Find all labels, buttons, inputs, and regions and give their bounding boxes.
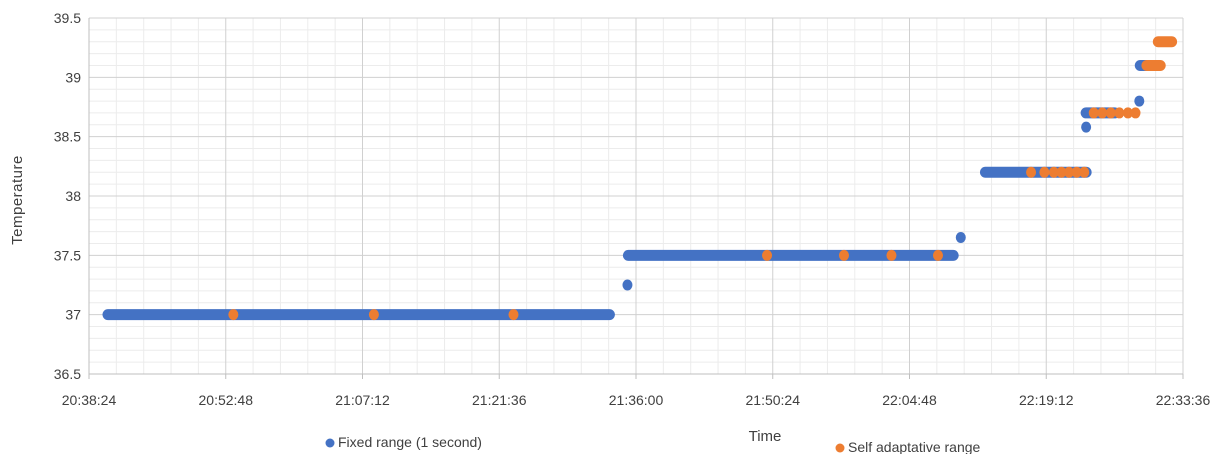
y-tick-label: 38.5 bbox=[54, 129, 81, 145]
data-point bbox=[886, 249, 897, 261]
series-layer bbox=[102, 36, 1178, 321]
y-tick-label: 39 bbox=[65, 69, 81, 85]
x-tick-label: 21:36:00 bbox=[609, 392, 664, 408]
legend-marker bbox=[325, 438, 335, 448]
series-self-adaptative bbox=[228, 36, 1178, 321]
data-point bbox=[1039, 166, 1050, 178]
data-point bbox=[1088, 107, 1099, 119]
data-point bbox=[228, 309, 239, 321]
data-point bbox=[1081, 121, 1092, 133]
x-tick-label: 20:52:48 bbox=[199, 392, 254, 408]
x-tick-label: 20:38:24 bbox=[62, 392, 117, 408]
data-point bbox=[1134, 95, 1145, 107]
data-point bbox=[1056, 166, 1067, 178]
legend: Fixed range (1 second) Self adaptative ra… bbox=[325, 434, 981, 455]
data-point bbox=[1105, 107, 1116, 119]
y-tick-label: 37.5 bbox=[54, 247, 81, 263]
x-tick-label: 22:19:12 bbox=[1019, 392, 1074, 408]
data-point bbox=[932, 249, 943, 261]
y-axis-label: Temperature bbox=[9, 155, 26, 245]
x-tick-label: 21:50:24 bbox=[746, 392, 801, 408]
data-point bbox=[955, 232, 966, 244]
y-tick-label: 39.5 bbox=[54, 10, 81, 26]
x-axis-label: Time bbox=[749, 428, 782, 445]
data-point bbox=[1114, 107, 1125, 119]
data-point bbox=[1079, 166, 1090, 178]
data-point bbox=[1026, 166, 1037, 178]
legend-label: Fixed range (1 second) bbox=[338, 434, 482, 450]
y-tick-label: 38 bbox=[65, 188, 81, 204]
data-point bbox=[1048, 166, 1059, 178]
data-point bbox=[1122, 107, 1133, 119]
data-point bbox=[508, 309, 519, 321]
data-point bbox=[762, 249, 773, 261]
data-point bbox=[368, 309, 379, 321]
legend-label: Self adaptative range bbox=[848, 439, 981, 454]
y-tick-label: 36.5 bbox=[54, 366, 81, 382]
axis-layer: 36.5 37 37.5 38 38.5 39 39.5 20:38:24 20:52:48 21… bbox=[54, 10, 1210, 408]
data-point bbox=[1064, 166, 1075, 178]
data-point bbox=[838, 249, 849, 261]
data-point bbox=[622, 279, 633, 291]
x-tick-label: 21:07:12 bbox=[335, 392, 390, 408]
x-tick-label: 21:21:36 bbox=[472, 392, 527, 408]
data-point bbox=[1130, 107, 1141, 119]
data-point bbox=[1071, 166, 1082, 178]
y-tick-label: 37 bbox=[65, 307, 81, 323]
x-tick-label: 22:33:36 bbox=[1156, 392, 1210, 408]
data-point bbox=[1097, 107, 1108, 119]
legend-marker bbox=[835, 443, 845, 453]
x-tick-label: 22:04:48 bbox=[882, 392, 937, 408]
